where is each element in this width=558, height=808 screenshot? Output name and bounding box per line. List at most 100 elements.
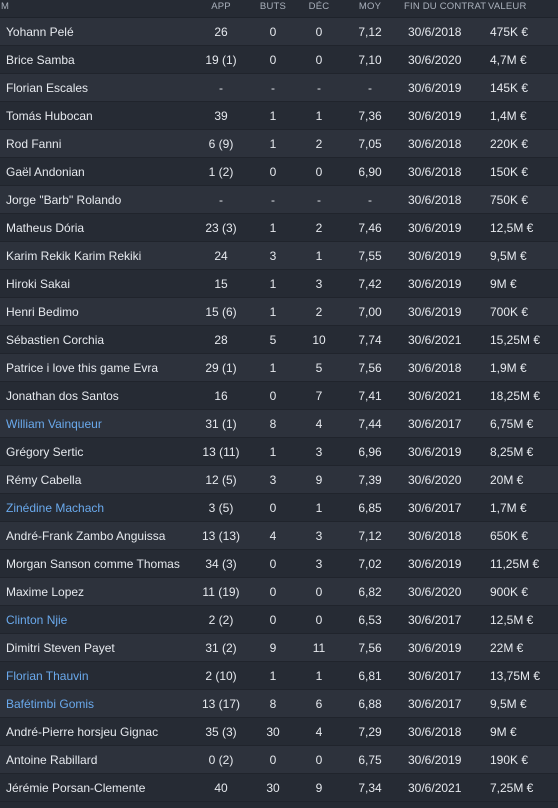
- player-contract-end: 30/6/2019: [408, 752, 462, 767]
- player-name[interactable]: Morgan Sanson comme Thomas: [6, 556, 180, 571]
- player-name[interactable]: Jonathan dos Santos: [6, 388, 119, 403]
- player-buts: 1: [269, 668, 277, 683]
- player-name[interactable]: André-Frank Zambo Anguissa: [6, 528, 166, 543]
- player-contract-end: 30/6/2017: [408, 668, 462, 683]
- player-contract-end: 30/6/2018: [408, 528, 462, 543]
- player-name[interactable]: Maxime Lopez: [6, 584, 85, 599]
- table-row[interactable]: Florian Thauvin 2 (10) 1 1 6,81 30/6/2017 13,7…: [0, 662, 558, 690]
- player-dec: 2: [315, 304, 323, 319]
- player-moy: 7,46: [358, 220, 382, 235]
- player-app: 1 (2): [208, 164, 234, 179]
- player-name[interactable]: Tomás Hubocan: [6, 108, 93, 123]
- table-row[interactable]: Dimitri Steven Payet 31 (2) 9 11 7,56 30/6/20…: [0, 634, 558, 662]
- player-name[interactable]: Florian Escales: [6, 80, 89, 95]
- table-row[interactable]: Yohann Pelé 26 0 0 7,12 30/6/2018 475K €: [0, 18, 558, 46]
- table-row[interactable]: Karim Rekik Karim Rekiki 24 3 1 7,55 30/6/201…: [0, 242, 558, 270]
- table-row[interactable]: Morgan Sanson comme Thomas 34 (3) 0 3 7,02 30…: [0, 550, 558, 578]
- table-row[interactable]: Rod Fanni 6 (9) 1 2 7,05 30/6/2018 220K €: [0, 130, 558, 158]
- player-name[interactable]: Brice Samba: [6, 52, 75, 67]
- player-name[interactable]: Jorge "Barb" Rolando: [6, 192, 122, 207]
- player-app: 31 (1): [205, 416, 237, 431]
- table-row[interactable]: Hiroki Sakai 15 1 3 7,42 30/6/2019 9M €: [0, 270, 558, 298]
- table-row[interactable]: Patrice i love this game Evra 29 (1) 1 5 7,5…: [0, 354, 558, 382]
- player-value: 650K €: [490, 528, 529, 543]
- player-name[interactable]: Rod Fanni: [6, 136, 62, 151]
- column-header-valeur[interactable]: VALEUR: [488, 1, 527, 12]
- player-buts: 8: [269, 696, 277, 711]
- player-name[interactable]: Gaël Andonian: [6, 164, 85, 179]
- column-header-dec[interactable]: DÉC: [308, 1, 330, 12]
- table-row[interactable]: Grégory Sertic 13 (11) 1 3 6,96 30/6/2019 8,25…: [0, 438, 558, 466]
- table-row[interactable]: William Vainqueur 31 (1) 8 4 7,44 30/6/2017 6,…: [0, 410, 558, 438]
- table-row[interactable]: Jonathan dos Santos 16 0 7 7,41 30/6/2021 18,2…: [0, 382, 558, 410]
- player-name[interactable]: Clinton Njie: [6, 612, 68, 627]
- player-moy: 6,75: [358, 752, 382, 767]
- table-row[interactable]: Clinton Njie 2 (2) 0 0 6,53 30/6/2017 12,5M €: [0, 606, 558, 634]
- player-name[interactable]: Grégory Sertic: [6, 444, 84, 459]
- player-dec: 4: [315, 724, 323, 739]
- player-name[interactable]: Patrice i love this game Evra: [6, 360, 159, 375]
- player-name[interactable]: Rémy Cabella: [6, 472, 82, 487]
- player-dec: 10: [312, 332, 326, 347]
- column-header-app[interactable]: APP: [211, 1, 231, 12]
- player-name[interactable]: Henri Bedimo: [6, 304, 79, 319]
- player-name[interactable]: Hiroki Sakai: [6, 276, 71, 291]
- table-row[interactable]: Tomás Hubocan 39 1 1 7,36 30/6/2019 1,4M €: [0, 102, 558, 130]
- table-row[interactable]: Zinédine Machach 3 (5) 0 1 6,85 30/6/2017 1,7M…: [0, 494, 558, 522]
- player-app: 26: [214, 24, 228, 39]
- player-name[interactable]: Bafétimbi Gomis: [6, 696, 95, 711]
- player-buts: 0: [269, 388, 277, 403]
- table-row[interactable]: Gaël Andonian 1 (2) 0 0 6,90 30/6/2018 150K €: [0, 158, 558, 186]
- table-row[interactable]: André-Frank Zambo Anguissa 13 (13) 4 3 7,12 3…: [0, 522, 558, 550]
- table-row[interactable]: André-Pierre horsjeu Gignac 35 (3) 30 4 7,29…: [0, 718, 558, 746]
- table-row[interactable]: Antoine Rabillard 0 (2) 0 0 6,75 30/6/2019 190…: [0, 746, 558, 774]
- player-dec: 5: [315, 360, 323, 375]
- column-header-fin-du-contrat[interactable]: FIN DU CONTRAT: [404, 1, 487, 12]
- player-contract-end: 30/6/2021: [408, 388, 462, 403]
- player-buts: 30: [266, 780, 280, 795]
- player-name[interactable]: Dimitri Steven Payet: [6, 640, 115, 655]
- player-value: 15,25M €: [490, 332, 541, 347]
- table-row[interactable]: Brice Samba 19 (1) 0 0 7,10 30/6/2020 4,7M €: [0, 46, 558, 74]
- table-row[interactable]: Henri Bedimo 15 (6) 1 2 7,00 30/6/2019 700K €: [0, 298, 558, 326]
- table-row[interactable]: Sébastien Corchia 28 5 10 7,74 30/6/2021 15,25…: [0, 326, 558, 354]
- player-moy: -: [368, 80, 372, 95]
- table-row[interactable]: Maxime Lopez 11 (19) 0 0 6,82 30/6/2020 900K €: [0, 578, 558, 606]
- player-name[interactable]: Jérémie Porsan-Clemente: [6, 780, 146, 795]
- player-moy: 7,44: [358, 416, 382, 431]
- player-contract-end: 30/6/2018: [408, 24, 462, 39]
- player-dec: 3: [315, 444, 323, 459]
- player-value: 12,5M €: [490, 612, 534, 627]
- column-header-name[interactable]: M: [1, 1, 10, 12]
- player-name[interactable]: Yohann Pelé: [6, 24, 74, 39]
- player-name[interactable]: William Vainqueur: [6, 416, 102, 431]
- player-buts: 0: [269, 612, 277, 627]
- player-name[interactable]: Karim Rekik Karim Rekiki: [6, 248, 142, 263]
- player-name[interactable]: Matheus Dória: [6, 220, 85, 235]
- player-name[interactable]: Antoine Rabillard: [6, 752, 98, 767]
- player-value: 20M €: [490, 472, 524, 487]
- player-contract-end: 30/6/2021: [408, 780, 462, 795]
- player-moy: 7,56: [358, 360, 382, 375]
- player-buts: 3: [269, 248, 277, 263]
- player-value: 6,75M €: [490, 416, 534, 431]
- player-contract-end: 30/6/2018: [408, 360, 462, 375]
- player-buts: -: [271, 192, 275, 207]
- table-row[interactable]: Matheus Dória 23 (3) 1 2 7,46 30/6/2019 12,5M …: [0, 214, 558, 242]
- player-contract-end: 30/6/2019: [408, 304, 462, 319]
- player-name[interactable]: Zinédine Machach: [6, 500, 105, 515]
- table-row[interactable]: Bafétimbi Gomis 13 (17) 8 6 6,88 30/6/2017 9,5…: [0, 690, 558, 718]
- table-row[interactable]: Rémy Cabella 12 (5) 3 9 7,39 30/6/2020 20M €: [0, 466, 558, 494]
- player-name[interactable]: André-Pierre horsjeu Gignac: [6, 724, 159, 739]
- player-name[interactable]: Florian Thauvin: [6, 668, 89, 683]
- player-moy: 7,74: [358, 332, 382, 347]
- table-row[interactable]: Jorge "Barb" Rolando - - - - 30/6/2018 750K €: [0, 186, 558, 214]
- column-header-buts[interactable]: BUTS: [259, 1, 287, 12]
- player-app: 31 (2): [205, 640, 237, 655]
- table-row[interactable]: Florian Escales - - - - 30/6/2019 145K €: [0, 74, 558, 102]
- player-buts: 1: [269, 108, 277, 123]
- player-app: -: [219, 192, 223, 207]
- table-row[interactable]: Jérémie Porsan-Clemente 40 30 9 7,34 30/6/202…: [0, 774, 558, 802]
- player-name[interactable]: Sébastien Corchia: [6, 332, 105, 347]
- column-header-moy[interactable]: MOY: [358, 1, 382, 12]
